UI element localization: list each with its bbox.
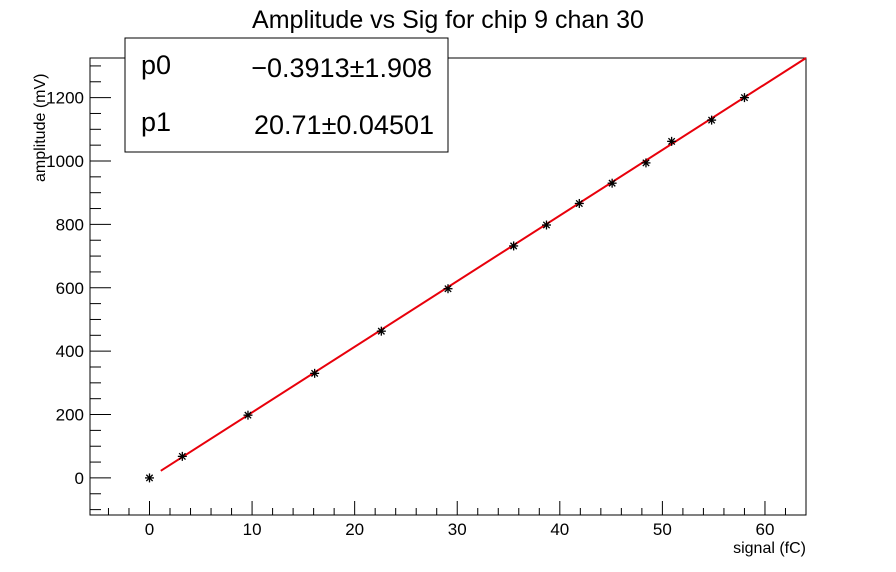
y-tick-label: 1200 <box>46 89 84 108</box>
fit-stats-frame <box>124 37 449 153</box>
data-point <box>310 368 320 378</box>
stat-p1-error: 0.04501 <box>336 110 434 140</box>
data-point <box>509 241 519 251</box>
data-point <box>376 326 386 336</box>
y-tick-label: 800 <box>56 215 84 234</box>
x-axis: 0 10 20 30 40 50 60 <box>107 501 807 539</box>
fit-layer <box>160 57 807 472</box>
data-point <box>177 451 187 461</box>
y-tick-label: 1000 <box>46 152 84 171</box>
x-tick-label: 0 <box>145 520 154 539</box>
data-point <box>243 410 253 420</box>
y-tick-label: 400 <box>56 342 84 361</box>
stat-p0-estimate: −0.3913 <box>251 53 349 83</box>
x-tick-label: 30 <box>448 520 467 539</box>
plus-minus-symbol: ± <box>322 110 337 140</box>
stat-p0-name: p0 <box>141 50 171 80</box>
stat-p1-value: 20.71±0.04501 <box>254 110 434 140</box>
data-point <box>144 473 154 483</box>
data-point <box>667 136 677 146</box>
data-points <box>144 93 749 483</box>
data-point <box>574 198 584 208</box>
data-point <box>707 115 717 125</box>
x-tick-label: 50 <box>653 520 672 539</box>
stat-p1-estimate: 20.71 <box>254 110 322 140</box>
data-point <box>541 220 551 230</box>
x-axis-title: signal (fC) <box>733 540 806 557</box>
x-tick-label: 40 <box>550 520 569 539</box>
x-tick-label: 10 <box>243 520 262 539</box>
fit-stats-box: p0 −0.3913±1.908 p1 20.71±0.04501 <box>124 37 449 153</box>
data-point <box>607 178 617 188</box>
y-axis-title: amplitude (mV) <box>32 74 49 182</box>
data-point <box>641 158 651 168</box>
chart-title: Amplitude vs Sig for chip 9 chan 30 <box>252 6 644 34</box>
data-point <box>739 93 749 103</box>
y-tick-label: 0 <box>75 469 84 488</box>
stat-p1-name: p1 <box>141 107 171 137</box>
y-tick-label: 600 <box>56 279 84 298</box>
x-tick-label: 60 <box>756 520 775 539</box>
fit-line <box>160 57 807 472</box>
y-tick-label: 200 <box>56 406 84 425</box>
data-point <box>443 284 453 294</box>
y-axis: 0 200 400 600 800 1000 1200 <box>46 65 111 511</box>
plus-minus-symbol: ± <box>350 53 365 83</box>
stat-p0-error: 1.908 <box>364 53 432 83</box>
stat-p0-value: −0.3913±1.908 <box>251 53 432 83</box>
x-tick-label: 20 <box>345 520 364 539</box>
